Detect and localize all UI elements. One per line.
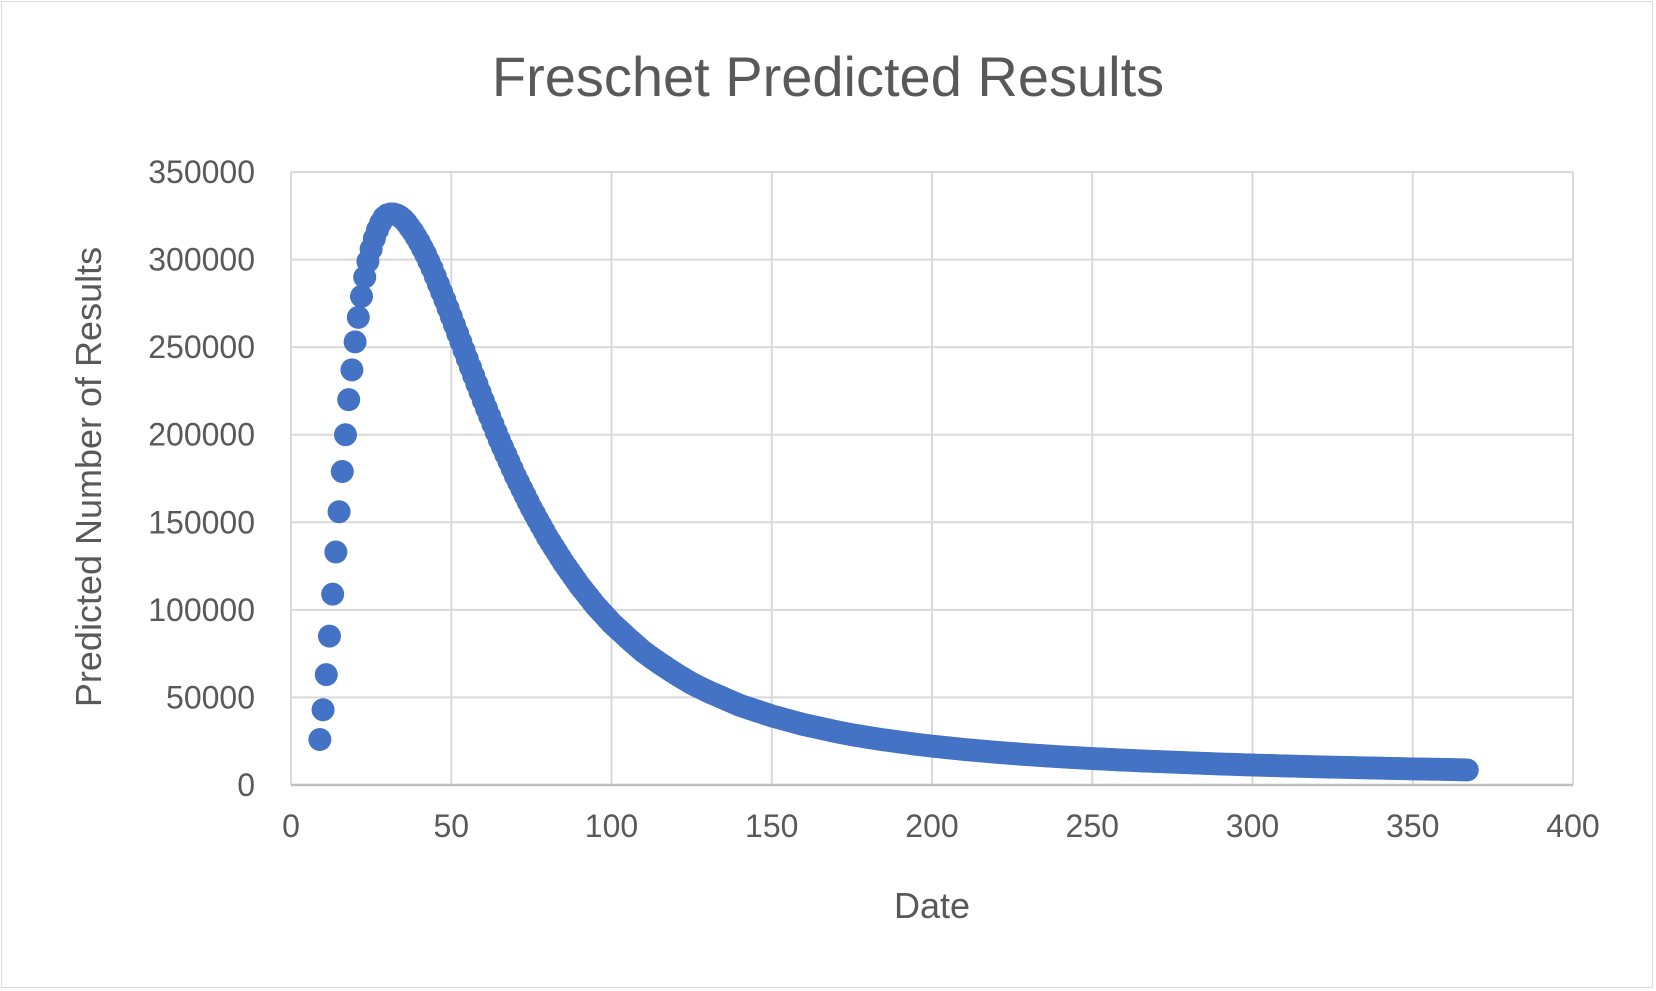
data-point [1455,758,1479,782]
x-tick-label: 250 [1066,808,1119,844]
y-tick-label: 250000 [148,329,255,365]
data-point [324,540,348,564]
y-axis-title: Predicted Number of Results [68,247,109,707]
data-points [308,202,1479,782]
data-point [317,624,341,648]
y-tick-label: 50000 [166,679,255,715]
chart-title: Freschet Predicted Results [492,45,1164,108]
data-point [308,727,332,751]
y-tick-label: 300000 [148,242,255,278]
data-point [327,500,351,524]
x-axis-title: Date [894,885,970,926]
gridlines [290,171,1574,785]
data-point [311,698,335,722]
data-point [333,423,357,447]
data-point [340,358,364,382]
x-tick-label: 400 [1546,808,1599,844]
y-tick-label: 0 [237,767,255,803]
y-tick-label: 150000 [148,504,255,540]
data-point [350,284,374,308]
tick-labels: 0 50 100 150 200 250 300 350 400 0 50000 100000 1500… [148,154,1599,844]
x-tick-label: 0 [282,808,300,844]
x-tick-label: 50 [433,808,469,844]
x-tick-label: 350 [1386,808,1439,844]
data-point [343,330,367,354]
x-tick-label: 200 [905,808,958,844]
data-point [321,582,345,606]
x-tick-label: 300 [1226,808,1279,844]
data-point [314,663,338,687]
data-point [330,459,354,483]
data-point [337,388,361,412]
data-point [346,305,370,329]
x-tick-label: 150 [745,808,798,844]
x-tick-label: 100 [585,808,638,844]
y-tick-label: 350000 [148,154,255,190]
y-tick-label: 200000 [148,417,255,453]
y-tick-label: 100000 [148,592,255,628]
